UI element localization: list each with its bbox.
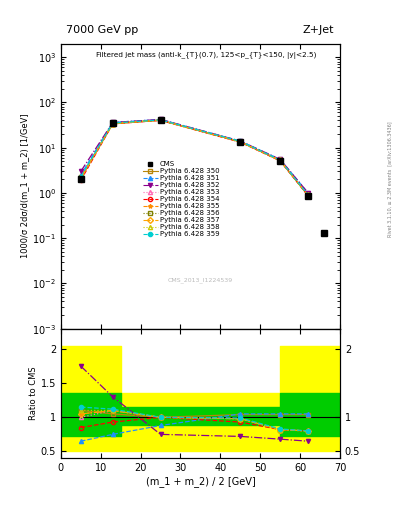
X-axis label: (m_1 + m_2) / 2 [GeV]: (m_1 + m_2) / 2 [GeV] bbox=[145, 476, 255, 487]
Legend: CMS, Pythia 6.428 350, Pythia 6.428 351, Pythia 6.428 352, Pythia 6.428 353, Pyt: CMS, Pythia 6.428 350, Pythia 6.428 351,… bbox=[143, 161, 220, 238]
Text: Rivet 3.1.10, ≥ 2.3M events  [arXiv:1306.3436]: Rivet 3.1.10, ≥ 2.3M events [arXiv:1306.… bbox=[387, 121, 392, 237]
Text: CMS_2013_I1224539: CMS_2013_I1224539 bbox=[168, 278, 233, 283]
Text: 7000 GeV pp: 7000 GeV pp bbox=[66, 25, 139, 35]
Text: Z+Jet: Z+Jet bbox=[303, 25, 334, 35]
Y-axis label: Ratio to CMS: Ratio to CMS bbox=[29, 367, 38, 420]
Text: Filtered jet mass (anti-k_{T}(0.7), 125<p_{T}<150, |y|<2.5): Filtered jet mass (anti-k_{T}(0.7), 125<… bbox=[96, 52, 316, 59]
Y-axis label: 1000/σ 2dσ/d(m_1 + m_2) [1/GeV]: 1000/σ 2dσ/d(m_1 + m_2) [1/GeV] bbox=[20, 114, 29, 259]
